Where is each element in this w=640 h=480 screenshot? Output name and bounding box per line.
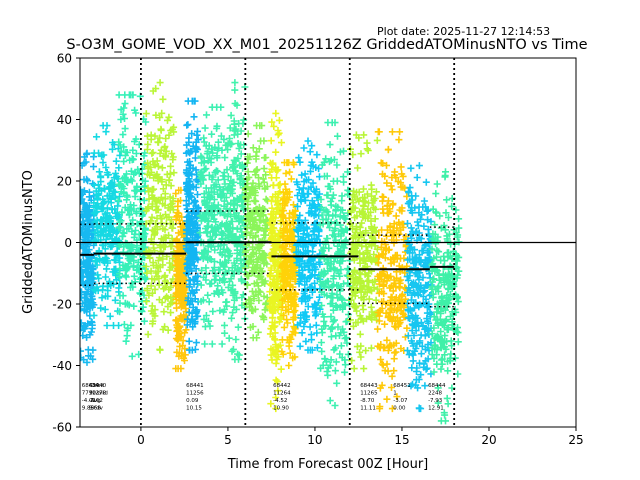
stats-value-3-1: 11256: [186, 391, 204, 397]
figure: Plot date: 2025-11-27 12:14:53 S-O3M_GOM…: [0, 0, 640, 480]
y-tick-label-6: 60: [57, 52, 72, 66]
y-tick-label-5: 40: [57, 113, 72, 127]
stats-value-8-0: 68442: [273, 383, 291, 389]
x-tick-label-2: 10: [307, 433, 322, 447]
stats-value-1-0: 68440: [89, 383, 107, 389]
stats-value-3-2: 0.09: [186, 398, 199, 404]
stats-value-3-0: 68441: [186, 383, 204, 389]
x-tick-label-1: 5: [224, 433, 232, 447]
x-tick-label-3: 15: [394, 433, 409, 447]
stats-value-15-2: -3.07: [393, 398, 408, 404]
x-tick-label-4: 20: [481, 433, 496, 447]
stats-value-16-0: 68444: [428, 383, 446, 389]
stats-value-16-1: 2248: [428, 391, 442, 397]
stats-value-15-0: 68451: [393, 383, 411, 389]
chart-title: S-O3M_GOME_VOD_XX_M01_20251126Z GriddedA…: [66, 37, 587, 53]
x-tick-label-0: 0: [137, 433, 145, 447]
stats-value-15-1: 1: [393, 391, 397, 397]
stats-value-13-2: -8.70: [360, 398, 375, 404]
stats-value-16-2: -7.93: [428, 398, 443, 404]
stats-value-13-1: 11265: [360, 391, 378, 397]
stats-value-1-1: 11278: [89, 391, 107, 397]
stats-value-8-2: -4.52: [273, 398, 287, 404]
y-tick-label-1: -40: [52, 359, 72, 373]
stats-value-13-0: 68443: [360, 383, 378, 389]
stats-value-16-3: 12.91: [428, 406, 444, 412]
x-axis-label: Time from Forecast 00Z [Hour]: [227, 457, 429, 472]
stats-value-13-3: 11.11: [360, 406, 376, 412]
stats-value-15-3: 0.00: [393, 406, 406, 412]
y-tick-label-4: 20: [57, 175, 72, 189]
stats-value-8-3: 10.90: [273, 406, 289, 412]
stats-value-3-3: 10.15: [186, 406, 202, 412]
y-tick-label-3: 0: [64, 236, 72, 250]
stats-value-1-3: 9.68: [89, 406, 102, 412]
y-axis-label: GriddedATOMinusNTO: [21, 170, 36, 314]
y-tick-label-0: -60: [52, 421, 72, 435]
stats-value-1-2: -3.62: [89, 398, 103, 404]
y-tick-label-2: -20: [52, 298, 72, 312]
x-tick-label-5: 25: [568, 433, 583, 447]
stats-value-8-1: 11264: [273, 391, 291, 397]
